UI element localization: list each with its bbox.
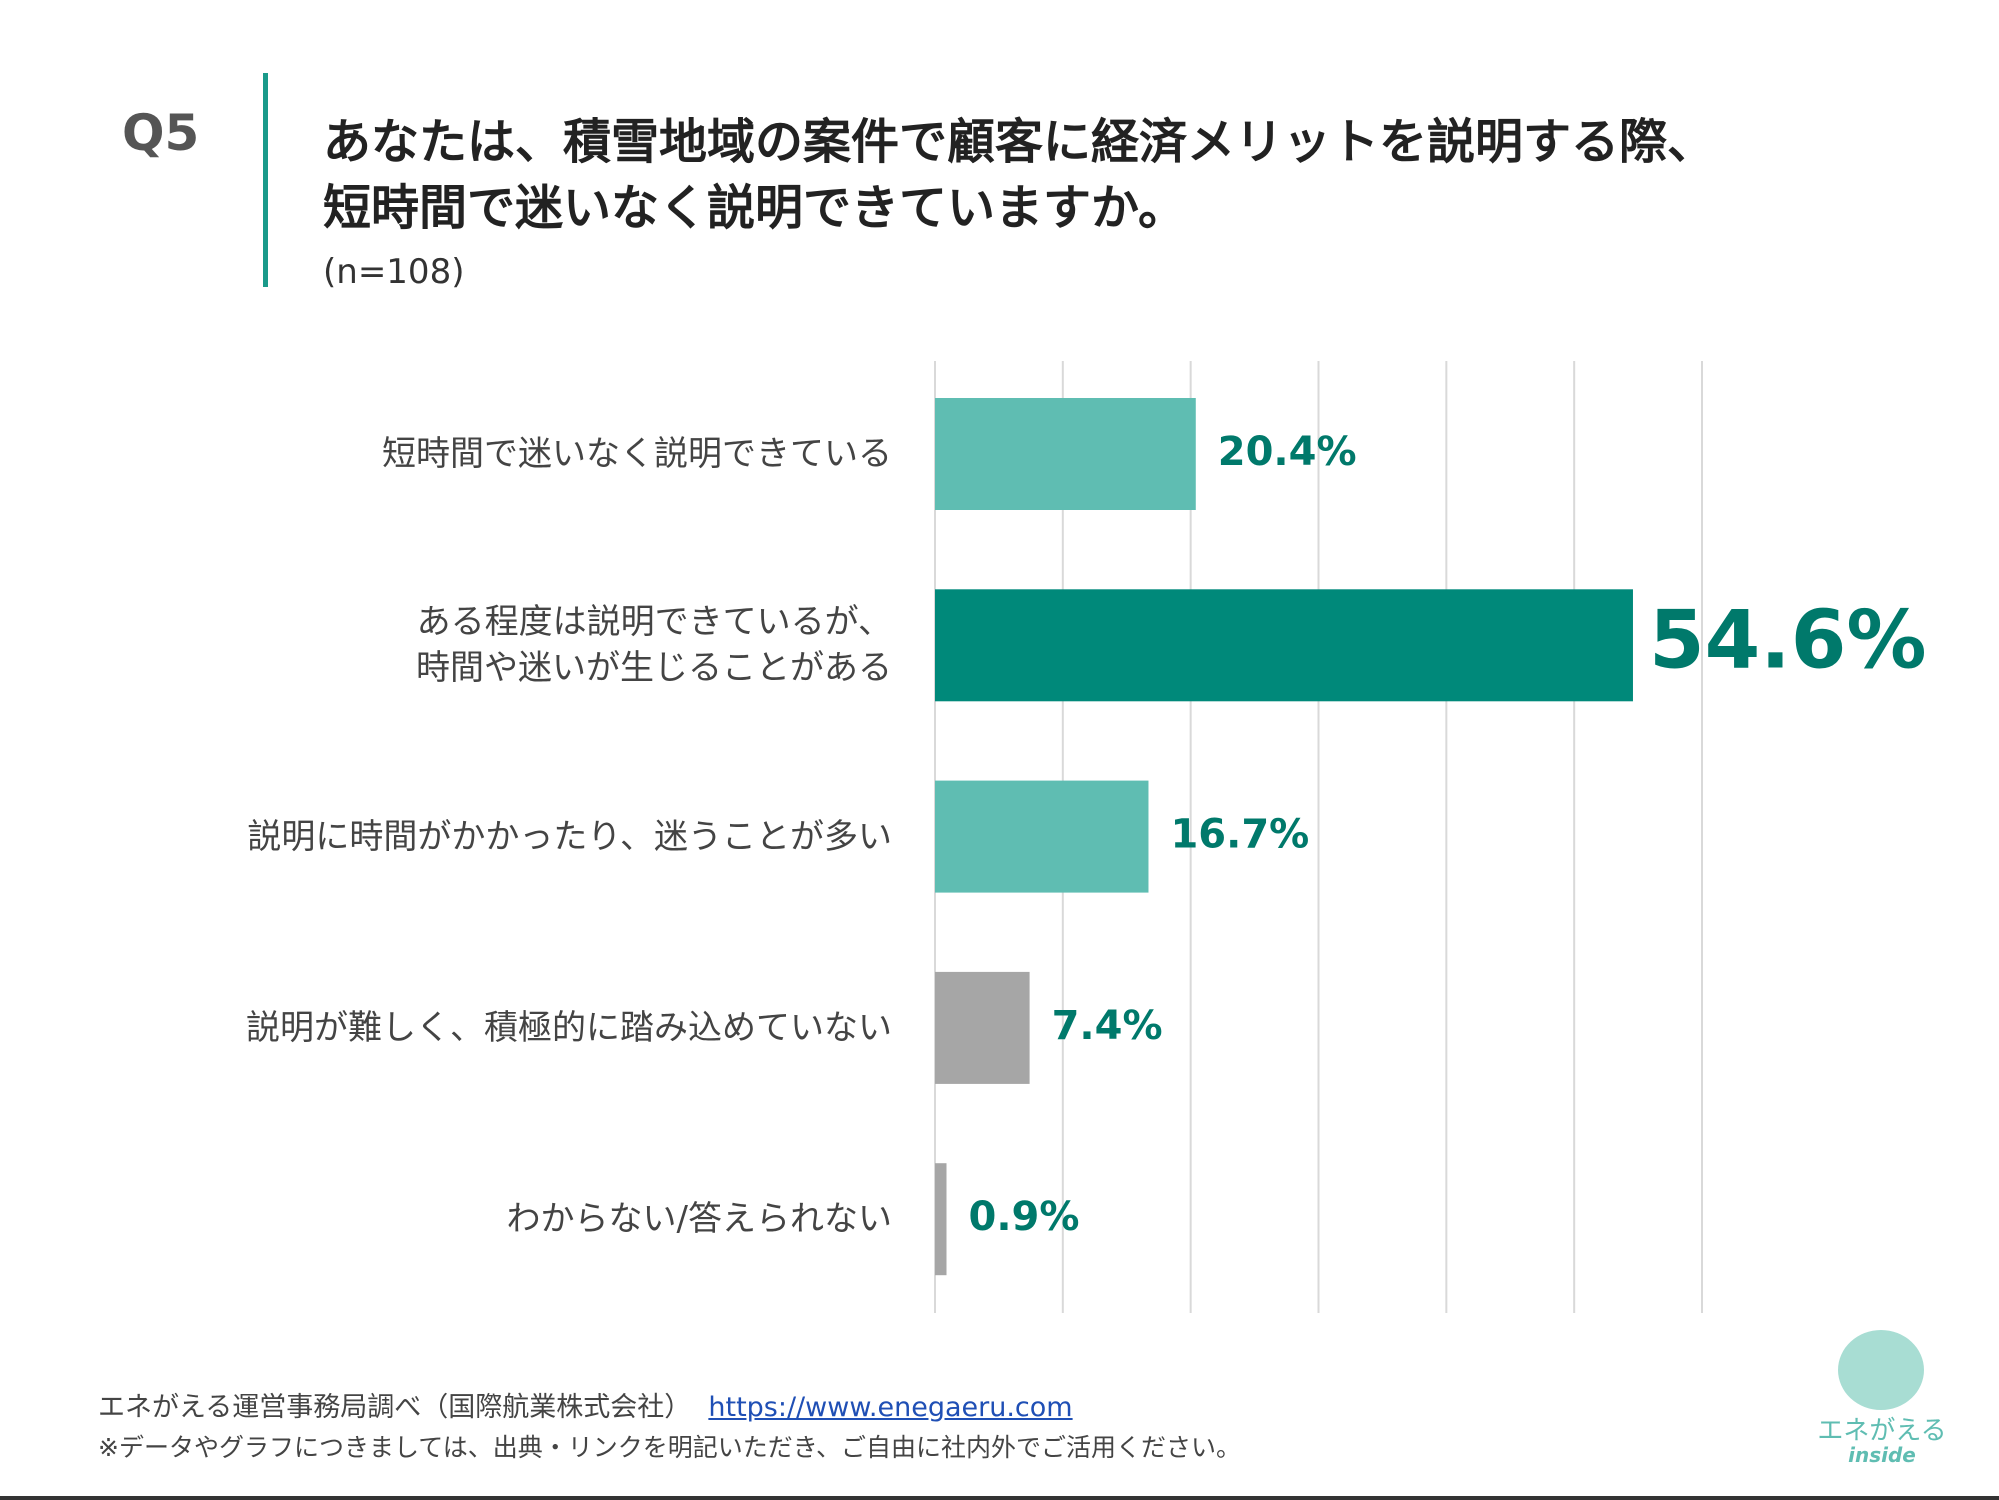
- category-label: 説明が難しく、積極的に踏み込めていない: [246, 1007, 892, 1048]
- value-label: 16.7%: [1170, 812, 1309, 858]
- logo-text: エネがえる: [1817, 1416, 1947, 1446]
- value-label: 20.4%: [1218, 429, 1357, 475]
- question-number: Q5: [122, 104, 200, 162]
- sample-size: (n=108): [323, 252, 465, 292]
- bar: [935, 398, 1196, 510]
- bar: [935, 971, 1030, 1084]
- category-label: 説明に時間がかかったり、迷うことが多い: [247, 816, 892, 857]
- logo-sub: inside: [1848, 1443, 1916, 1467]
- accent-bar: [263, 73, 268, 287]
- bottom-border: [0, 1496, 1999, 1500]
- category-label: 短時間で迷いなく説明できている: [382, 434, 892, 474]
- logo-icon: [1838, 1330, 1924, 1410]
- note: ※データやグラフにつきましては、出典・リンクを明記いただき、ご自由に社内外でご活…: [98, 1433, 1241, 1462]
- value-label: 54.6%: [1649, 593, 1927, 686]
- source-text: エネがえる運営事務局調べ（国際航業株式会社）: [98, 1392, 692, 1423]
- category-label: ある程度は説明できているが、 時間や迷いが生じることがある: [416, 602, 892, 689]
- bar: [935, 780, 1149, 893]
- source: エネがえる運営事務局調べ（国際航業株式会社） https://www.enega…: [98, 1385, 1073, 1424]
- link[interactable]: https://www.enegaeru.com: [708, 1392, 1073, 1423]
- title-line: あなたは、積雪地域の案件で顧客に経済メリットを説明する際、: [323, 114, 1716, 170]
- value-label: 0.9%: [969, 1194, 1080, 1240]
- category-label: わからない/答えられない: [506, 1199, 892, 1240]
- bar: [935, 589, 1633, 702]
- bar: [935, 1163, 947, 1276]
- title-line: 短時間で迷いなく説明できていますか。: [323, 180, 1187, 236]
- value-label: 7.4%: [1052, 1003, 1163, 1049]
